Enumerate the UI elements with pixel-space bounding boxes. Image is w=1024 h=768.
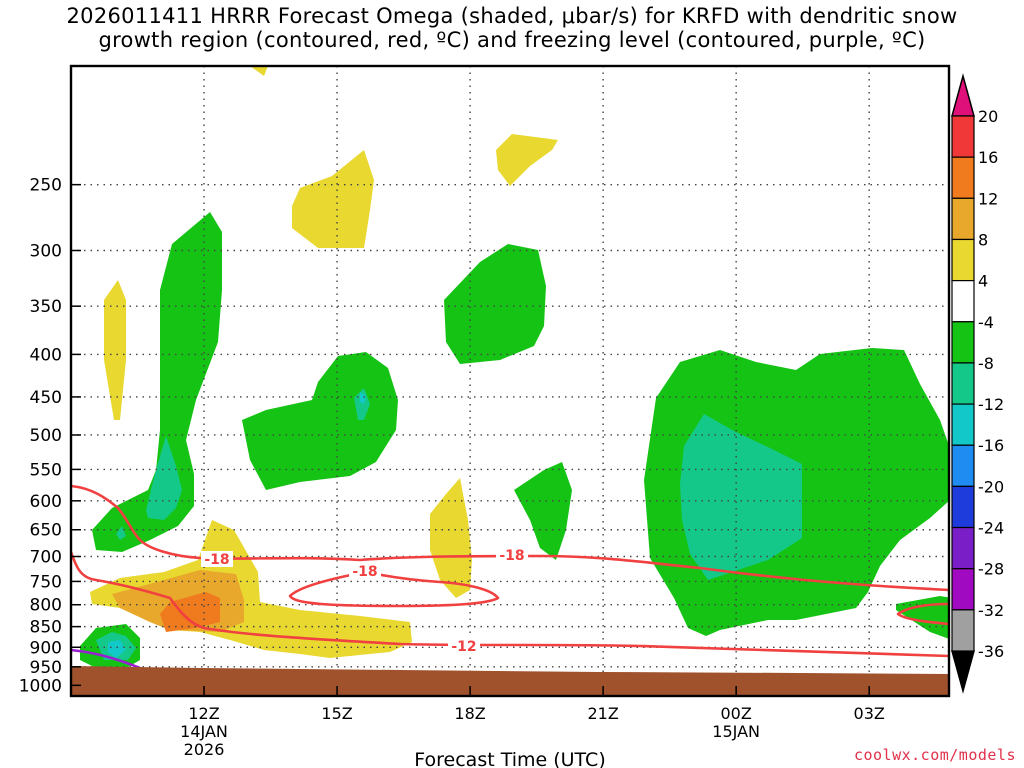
colorbar-swatch-2: [951, 197, 975, 241]
colorbar-label-11: -28: [978, 560, 1004, 579]
x-tick-date-0: 14JAN: [180, 722, 228, 741]
y-tick-label-550: 550: [30, 460, 62, 480]
x-tick-label-1: 15Z: [321, 704, 352, 723]
omega-region-orange: [160, 592, 220, 632]
omega-region-teal-small: [116, 526, 126, 540]
x-tick-label-4: 00Z: [720, 704, 751, 723]
omega-region-cyan-lowleft: [108, 640, 126, 658]
omega-region-yellow-top: [250, 66, 268, 76]
y-tick-label-250: 250: [30, 176, 62, 196]
contour-label-dgz-4: -12: [451, 639, 476, 655]
colorbar-over-triangle: [951, 73, 975, 117]
y-tick-label-450: 450: [30, 388, 62, 408]
colorbar-swatch-5: [951, 321, 975, 364]
y-axis: 2503003504004505005506006507007508008509…: [19, 176, 81, 696]
colorbar-label-9: -20: [978, 477, 1004, 496]
colorbar-label-13: -36: [978, 642, 1004, 661]
colorbar-label-1: 16: [978, 148, 998, 167]
contour-labels: -18 -18 -18 -12: [201, 547, 528, 655]
omega-region-yellow-left-streak: [104, 280, 126, 420]
dgz-contours: [71, 484, 949, 658]
freezing-level-contour: [71, 648, 141, 670]
x-tick-label-2: 18Z: [454, 704, 485, 723]
colorbar-swatch-12: [951, 609, 975, 652]
y-tick-label-650: 650: [30, 521, 62, 541]
omega-region-teal-left: [146, 436, 182, 520]
omega-shading: [80, 66, 949, 672]
colorbar-swatch-10: [951, 526, 975, 570]
omega-region-cyan-mid: [360, 392, 366, 404]
colorbar-label-0: 20: [978, 107, 998, 126]
y-tick-label-400: 400: [30, 345, 62, 365]
x-tick-label-3: 21Z: [587, 704, 618, 723]
colorbar-swatch-8: [951, 444, 975, 487]
x-tick-date-4: 15JAN: [712, 722, 760, 741]
colorbar-label-8: -16: [978, 436, 1004, 455]
colorbar-label-6: -8: [978, 354, 994, 373]
colorbar-label-12: -32: [978, 601, 1004, 620]
y-tick-label-900: 900: [30, 638, 62, 658]
colorbar-label-5: -4: [978, 313, 994, 332]
omega-region-yellow-250: [496, 134, 558, 186]
colorbar-label-2: 12: [978, 189, 998, 208]
omega-region-green-mid: [242, 352, 398, 490]
y-tick-label-600: 600: [30, 492, 62, 512]
x-tick-year-0: 2026: [184, 740, 225, 759]
dgz-contour-right-loop: [896, 602, 949, 626]
y-tick-label-350: 350: [30, 297, 62, 317]
omega-region-green-left-column: [92, 212, 222, 552]
omega-region-green-21z: [514, 462, 572, 560]
y-tick-label-1000: 1000: [19, 676, 62, 696]
colorbar-under-triangle: [951, 650, 975, 694]
plot-frame: [69, 64, 951, 698]
y-tick-label-800: 800: [30, 596, 62, 616]
chart-title: 2026011411 HRRR Forecast Omega (shaded, …: [0, 4, 1024, 52]
omega-region-yellow-19z: [430, 478, 472, 598]
source-credit: coolwx.com/models: [853, 746, 1016, 764]
colorbar-swatch-9: [951, 485, 975, 529]
omega-region-green-right-edge: [896, 596, 949, 639]
x-tick-label-5: 03Z: [854, 704, 885, 723]
colorbar-swatch-1: [951, 156, 975, 199]
colorbar-swatch-0: [951, 115, 975, 158]
dgz-contour-loop: [288, 570, 500, 608]
dgz-contour-lower: [71, 551, 949, 658]
colorbar-label-7: -12: [978, 395, 1004, 414]
colorbar-swatch-4: [951, 280, 975, 323]
x-tick-label-0: 12Z: [188, 704, 219, 723]
chart-title-line-2: growth region (contoured, red, ºC) and f…: [98, 28, 926, 52]
colorbar: 20 16 12 8 4 -4 -8 -12 -16 -20 -24 -28 -32 -36: [951, 73, 1004, 694]
omega-region-yellow-300: [292, 150, 374, 248]
colorbar-swatch-7: [951, 403, 975, 446]
x-axis-label: Forecast Time (UTC): [414, 749, 605, 768]
vertical-gridlines: [203, 66, 870, 696]
colorbar-label-10: -24: [978, 519, 1004, 538]
colorbar-label-3: 8: [978, 230, 988, 249]
y-tick-label-300: 300: [30, 241, 62, 261]
omega-region-teal-right: [680, 414, 802, 580]
y-tick-label-700: 700: [30, 548, 62, 568]
y-tick-label-850: 850: [30, 618, 62, 638]
colorbar-label-4: 4: [978, 272, 988, 291]
chart-title-line-1: 2026011411 HRRR Forecast Omega (shaded, …: [66, 4, 958, 28]
y-tick-label-750: 750: [30, 572, 62, 592]
colorbar-swatch-6: [951, 362, 975, 405]
y-tick-label-500: 500: [30, 426, 62, 446]
dgz-contour-upper: [71, 484, 949, 592]
y-tick-label-950: 950: [30, 658, 62, 678]
contour-label-dgz-2: -18: [352, 564, 377, 580]
ground-surface: [71, 666, 949, 696]
omega-region-green-upper-mid: [444, 244, 546, 364]
colorbar-swatch-11: [951, 568, 975, 611]
contour-label-dgz-1: -18: [204, 552, 229, 568]
colorbar-swatch-3: [951, 238, 975, 282]
contour-label-dgz-3: -18: [499, 548, 524, 564]
